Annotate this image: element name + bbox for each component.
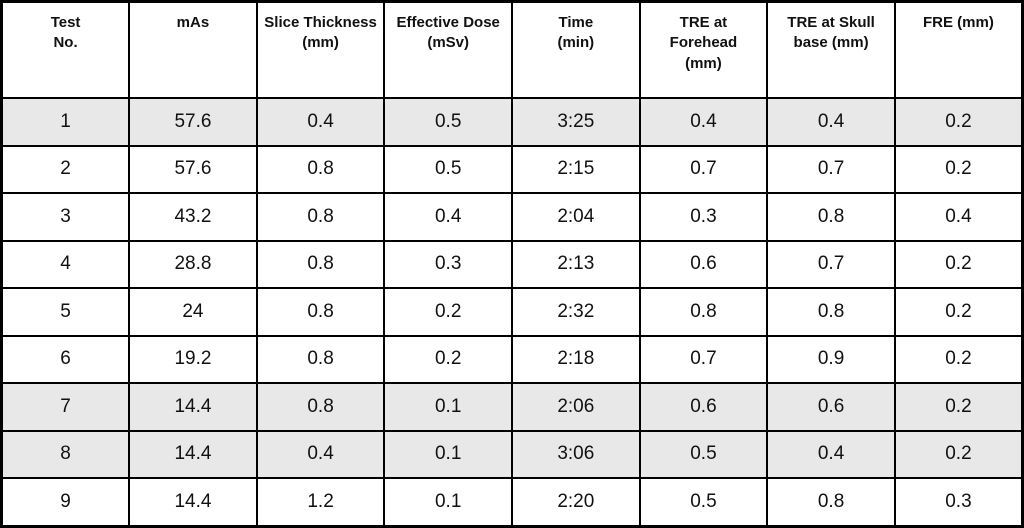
table-cell-time: 2:15	[511, 144, 641, 194]
table-cell-effective-dose: 0.1	[383, 477, 513, 528]
table-cell-mas: 28.8	[128, 239, 258, 289]
table-cell-test-no: 3	[0, 192, 131, 242]
table-cell-fre: 0.2	[893, 144, 1024, 194]
table-cell-time: 3:06	[511, 429, 641, 479]
table-cell-slice-thickness: 0.8	[255, 287, 386, 337]
table-row: 3 43.2 0.8 0.4 2:04 0.3 0.8 0.4	[0, 192, 1024, 242]
table-cell-time: 3:25	[511, 97, 641, 147]
table-cell-slice-thickness: 1.2	[255, 477, 386, 528]
table-cell-tre-skull-base: 0.9	[766, 334, 896, 384]
table-cell-slice-thickness: 0.8	[255, 192, 386, 242]
table-cell-mas: 57.6	[128, 97, 258, 147]
table-cell-fre: 0.2	[893, 382, 1024, 432]
table-cell-mas: 24	[128, 287, 258, 337]
table-cell-fre: 0.2	[893, 287, 1024, 337]
table-cell-test-no: 4	[0, 239, 131, 289]
table-cell-test-no: 1	[0, 97, 131, 147]
table-cell-fre: 0.2	[893, 429, 1024, 479]
column-header-time: Time (min)	[511, 0, 641, 99]
table-row: 8 14.4 0.4 0.1 3:06 0.5 0.4 0.2	[0, 429, 1024, 479]
table-cell-effective-dose: 0.4	[383, 192, 513, 242]
table-cell-tre-forehead: 0.5	[638, 477, 769, 528]
table-cell-effective-dose: 0.5	[383, 144, 513, 194]
table-body: 1 57.6 0.4 0.5 3:25 0.4 0.4 0.2 2 57.6 0.8 0.5 2:15 0…	[0, 97, 1024, 528]
table-cell-time: 2:13	[511, 239, 641, 289]
table-cell-effective-dose: 0.5	[383, 97, 513, 147]
column-header-mas: mAs	[128, 0, 258, 99]
table-cell-tre-skull-base: 0.4	[766, 97, 896, 147]
table-cell-tre-forehead: 0.4	[638, 97, 769, 147]
table-cell-time: 2:20	[511, 477, 641, 528]
table-cell-tre-forehead: 0.8	[638, 287, 769, 337]
table-cell-slice-thickness: 0.4	[255, 97, 386, 147]
table-cell-mas: 14.4	[128, 382, 258, 432]
table-cell-test-no: 6	[0, 334, 131, 384]
table-cell-test-no: 2	[0, 144, 131, 194]
table-row: 5 24 0.8 0.2 2:32 0.8 0.8 0.2	[0, 287, 1024, 337]
column-header-effective-dose: Effective Dose (mSv)	[383, 0, 513, 99]
table-cell-fre: 0.4	[893, 192, 1024, 242]
table-cell-mas: 57.6	[128, 144, 258, 194]
table-row: 4 28.8 0.8 0.3 2:13 0.6 0.7 0.2	[0, 239, 1024, 289]
table-row: 6 19.2 0.8 0.2 2:18 0.7 0.9 0.2	[0, 334, 1024, 384]
table-cell-time: 2:32	[511, 287, 641, 337]
table-cell-effective-dose: 0.1	[383, 382, 513, 432]
column-header-tre-skull-base: TRE at Skull base (mm)	[766, 0, 896, 99]
column-header-test-no: Test No.	[0, 0, 131, 99]
header-row: Test No. mAs Slice Thickness (mm) Effect…	[0, 0, 1024, 99]
table-cell-effective-dose: 0.1	[383, 429, 513, 479]
table-cell-slice-thickness: 0.8	[255, 239, 386, 289]
table-cell-effective-dose: 0.3	[383, 239, 513, 289]
table-cell-tre-skull-base: 0.6	[766, 382, 896, 432]
table-cell-tre-skull-base: 0.4	[766, 429, 896, 479]
table-cell-fre: 0.3	[893, 477, 1024, 528]
table-cell-fre: 0.2	[893, 334, 1024, 384]
table-cell-tre-forehead: 0.7	[638, 144, 769, 194]
table-cell-time: 2:04	[511, 192, 641, 242]
table-cell-test-no: 8	[0, 429, 131, 479]
table-cell-tre-skull-base: 0.8	[766, 192, 896, 242]
table-cell-test-no: 9	[0, 477, 131, 528]
table-cell-tre-skull-base: 0.8	[766, 477, 896, 528]
table-cell-tre-skull-base: 0.7	[766, 144, 896, 194]
table-cell-slice-thickness: 0.8	[255, 144, 386, 194]
table-cell-tre-forehead: 0.6	[638, 239, 769, 289]
table-cell-slice-thickness: 0.4	[255, 429, 386, 479]
table-cell-slice-thickness: 0.8	[255, 334, 386, 384]
table-cell-mas: 14.4	[128, 477, 258, 528]
table-cell-mas: 19.2	[128, 334, 258, 384]
table-cell-tre-skull-base: 0.7	[766, 239, 896, 289]
table-row: 9 14.4 1.2 0.1 2:20 0.5 0.8 0.3	[0, 477, 1024, 528]
table-cell-effective-dose: 0.2	[383, 287, 513, 337]
table-cell-tre-skull-base: 0.8	[766, 287, 896, 337]
table-cell-fre: 0.2	[893, 239, 1024, 289]
table-cell-slice-thickness: 0.8	[255, 382, 386, 432]
table-row: 7 14.4 0.8 0.1 2:06 0.6 0.6 0.2	[0, 382, 1024, 432]
table-cell-tre-forehead: 0.5	[638, 429, 769, 479]
table-cell-tre-forehead: 0.3	[638, 192, 769, 242]
table-cell-time: 2:18	[511, 334, 641, 384]
table-row: 2 57.6 0.8 0.5 2:15 0.7 0.7 0.2	[0, 144, 1024, 194]
table-row: 1 57.6 0.4 0.5 3:25 0.4 0.4 0.2	[0, 97, 1024, 147]
table-cell-tre-forehead: 0.7	[638, 334, 769, 384]
column-header-slice-thickness: Slice Thickness (mm)	[255, 0, 386, 99]
table-cell-test-no: 7	[0, 382, 131, 432]
table-cell-time: 2:06	[511, 382, 641, 432]
table-cell-tre-forehead: 0.6	[638, 382, 769, 432]
column-header-fre: FRE (mm)	[893, 0, 1024, 99]
table-cell-test-no: 5	[0, 287, 131, 337]
table-cell-effective-dose: 0.2	[383, 334, 513, 384]
column-header-tre-forehead: TRE at Forehead (mm)	[638, 0, 769, 99]
table-cell-mas: 43.2	[128, 192, 258, 242]
table-cell-mas: 14.4	[128, 429, 258, 479]
table-cell-fre: 0.2	[893, 97, 1024, 147]
